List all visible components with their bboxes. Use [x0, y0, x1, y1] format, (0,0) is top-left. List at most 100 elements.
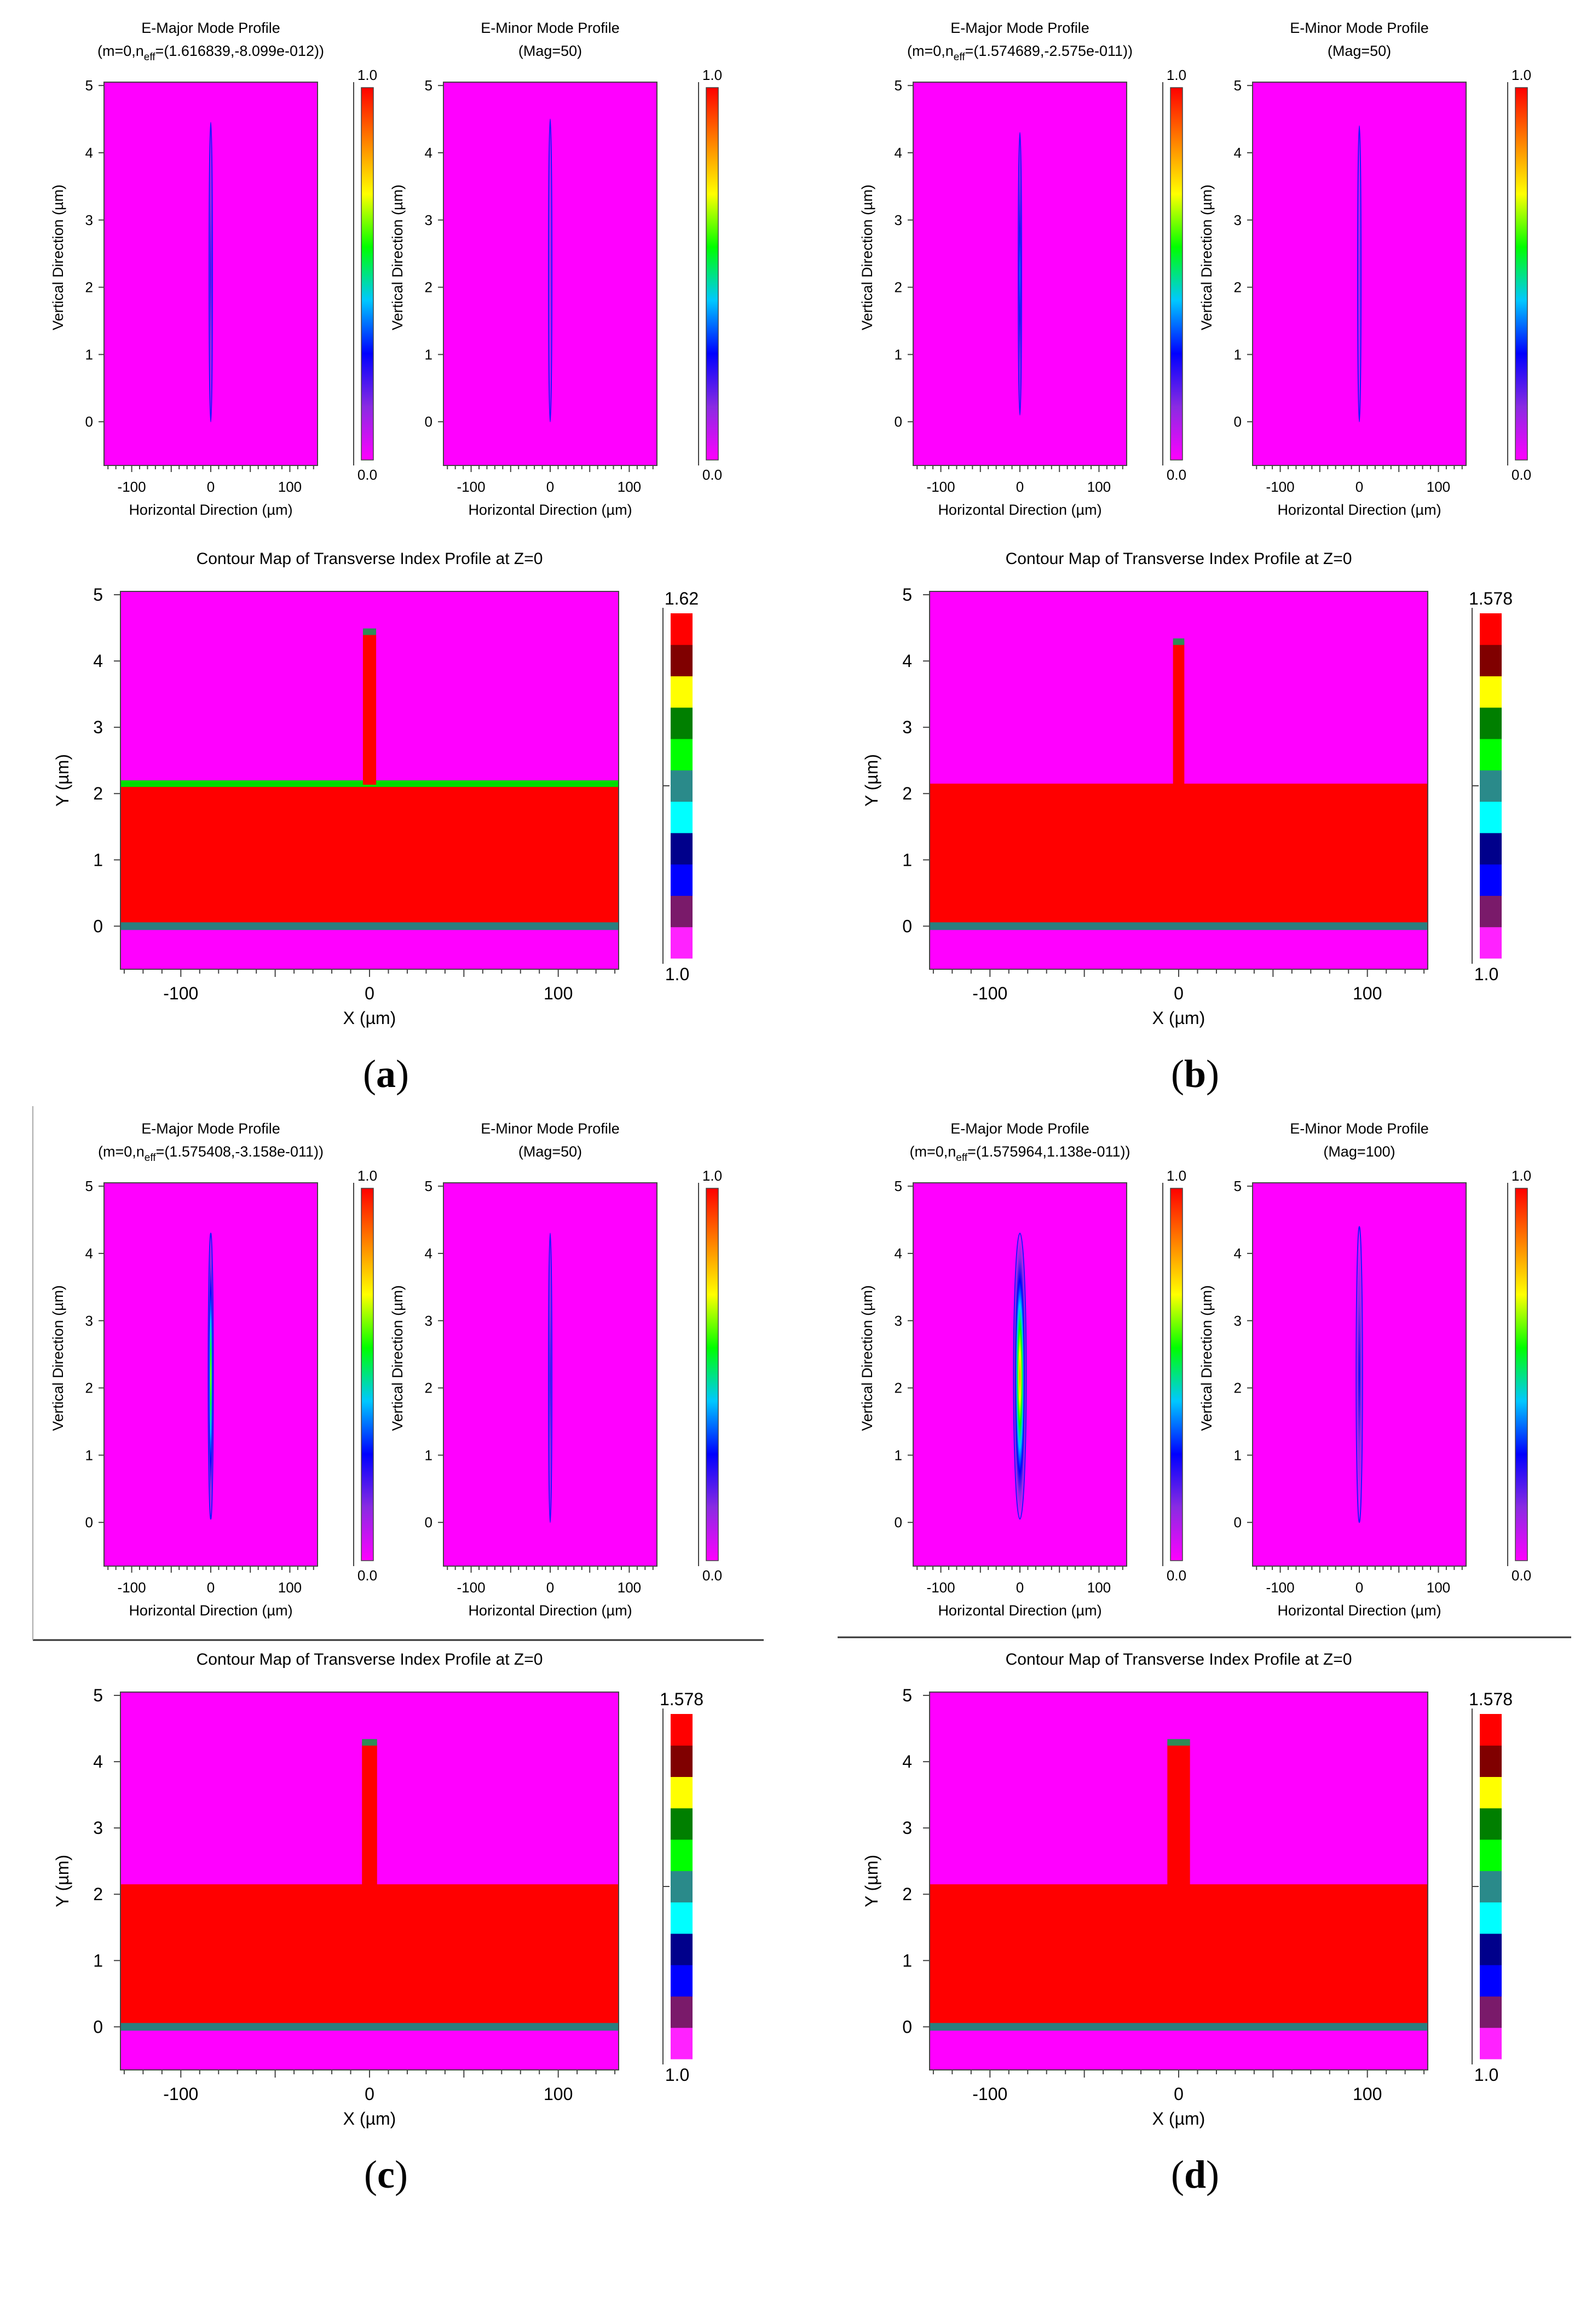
e-minor-title: E-Minor Mode Profile — [481, 1120, 620, 1137]
contour-slab — [930, 1884, 1428, 2027]
e-major-y-tick-label: 2 — [85, 1380, 93, 1396]
e-major-x-tick-label: 100 — [1087, 1579, 1111, 1596]
contour-x-tick-label: 100 — [544, 983, 573, 1003]
e-minor-x-tick-label: 100 — [1427, 479, 1450, 495]
contour-colorbar-step — [671, 676, 693, 708]
contour-y-tick-label: 5 — [93, 1686, 103, 1705]
contour-rib — [362, 1741, 377, 1886]
panel-d: E-Major Mode Profile (m=0,neff=(1.575964,… — [859, 1120, 1531, 2196]
e-minor-xlabel: Horizontal Direction (µm) — [468, 1602, 632, 1619]
e-minor-y-tick-label: 4 — [425, 1245, 432, 1262]
contour-colorbar-step — [1480, 2027, 1502, 2060]
contour-slab — [120, 1884, 619, 2027]
contour-rib — [362, 631, 377, 785]
contour-colorbar-min: 1.0 — [665, 2065, 689, 2085]
e-minor-y-tick-label: 2 — [1234, 1380, 1242, 1396]
e-minor-y-tick-label: 0 — [425, 413, 432, 430]
e-major-x-tick-label: -100 — [927, 1579, 955, 1596]
e-minor-y-tick-label: 5 — [1234, 1178, 1242, 1194]
e-major-y-tick-label: 4 — [895, 145, 902, 161]
e-minor-colorbar — [706, 87, 719, 461]
contour-x-tick-label: -100 — [972, 983, 1007, 1003]
contour-colorbar-step — [1480, 1871, 1502, 1903]
e-minor-x-tick-label: 0 — [546, 479, 554, 495]
e-minor-y-tick-label: 1 — [1234, 1447, 1242, 1463]
contour-title: Contour Map of Transverse Index Profile … — [197, 550, 543, 568]
contour-y-tick-label: 2 — [902, 1884, 912, 1904]
e-major-x-tick-label: -100 — [118, 1579, 146, 1596]
e-major-y-tick-label: 1 — [895, 1447, 902, 1463]
contour-colorbar-step — [671, 1839, 693, 1871]
contour-colorbar-step — [671, 1776, 693, 1809]
contour-colorbar-step — [1480, 927, 1502, 959]
e-minor-plot: E-Minor Mode Profile (Mag=50) 0 1 2 3 4 5 -100 0 1… — [389, 1120, 722, 1619]
e-major-y-tick-label: 3 — [895, 212, 902, 228]
contour-y-tick-label: 4 — [93, 651, 103, 671]
contour-colorbar-step — [671, 1714, 693, 1746]
e-major-y-tick-label: 5 — [85, 77, 93, 94]
e-minor-colorbar — [1515, 87, 1528, 461]
e-major-x-tick-label: 0 — [207, 1579, 215, 1596]
contour-y-tick-label: 1 — [93, 1951, 103, 1970]
e-minor-y-tick-label: 0 — [425, 1514, 432, 1531]
e-major-y-tick-label: 4 — [85, 145, 93, 161]
e-major-colorbar-max: 1.0 — [1167, 67, 1186, 83]
panel-label: (b) — [1171, 1052, 1219, 1096]
contour-y-tick-label: 0 — [93, 2017, 103, 2037]
e-minor-y-tick-label: 2 — [425, 279, 432, 296]
contour-colorbar-step — [671, 895, 693, 928]
e-minor-y-tick-label: 4 — [425, 145, 432, 161]
contour-y-tick-label: 4 — [902, 1752, 912, 1771]
e-minor-y-tick-label: 3 — [425, 1313, 432, 1329]
contour-title: Contour Map of Transverse Index Profile … — [1006, 550, 1352, 568]
e-minor-mode-shape — [548, 118, 552, 423]
contour-colorbar-step — [1480, 645, 1502, 677]
contour-colorbar-step — [1480, 1776, 1502, 1809]
contour-colorbar-max: 1.578 — [1469, 589, 1513, 608]
e-minor-y-tick-label: 4 — [1234, 145, 1242, 161]
contour-rib-cap — [1167, 1739, 1190, 1746]
contour-title: Contour Map of Transverse Index Profile … — [1006, 1650, 1352, 1669]
e-major-colorbar — [361, 1188, 374, 1561]
e-major-plot: E-Major Mode Profile (m=0,neff=(1.616839,… — [50, 20, 377, 518]
e-major-colorbar — [1170, 87, 1183, 461]
contour-colorbar-step — [671, 739, 693, 770]
e-minor-y-tick-label: 2 — [1234, 279, 1242, 296]
e-minor-subtitle: (Mag=50) — [518, 1143, 582, 1160]
e-major-y-tick-label: 0 — [85, 1514, 93, 1531]
contour-x-tick-label: 0 — [1174, 983, 1184, 1003]
contour-colorbar-min: 1.0 — [1474, 964, 1498, 984]
e-minor-y-tick-label: 1 — [425, 1447, 432, 1463]
contour-colorbar-step — [1480, 1745, 1502, 1777]
contour-colorbar-step — [671, 1745, 693, 1777]
e-minor-title: E-Minor Mode Profile — [481, 20, 620, 36]
e-major-y-tick-label: 2 — [895, 279, 902, 296]
contour-colorbar-step — [1480, 864, 1502, 896]
e-minor-x-tick-label: 100 — [618, 1579, 641, 1596]
e-major-x-tick-label: 0 — [1016, 479, 1024, 495]
e-minor-plot: E-Minor Mode Profile (Mag=100) 0 1 2 3 4 5 -100 0… — [1198, 1120, 1531, 1619]
e-major-subtitle: (m=0,neff=(1.575964,1.138e-011)) — [909, 1143, 1130, 1164]
contour-colorbar-step — [1480, 832, 1502, 865]
contour-xlabel: X (µm) — [343, 1008, 396, 1028]
e-major-x-tick-label: -100 — [927, 479, 955, 495]
contour-colorbar-step — [671, 1902, 693, 1934]
e-minor-subtitle: (Mag=50) — [1328, 43, 1391, 59]
e-minor-y-tick-label: 2 — [425, 1380, 432, 1396]
contour-y-tick-label: 4 — [902, 651, 912, 671]
e-major-colorbar-min: 0.0 — [357, 1567, 377, 1584]
e-major-y-tick-label: 1 — [895, 346, 902, 363]
e-minor-xlabel: Horizontal Direction (µm) — [468, 502, 632, 518]
e-major-ylabel: Vertical Direction (µm) — [859, 185, 875, 330]
e-minor-colorbar-min: 0.0 — [1512, 467, 1531, 483]
e-major-x-tick-label: 100 — [1087, 479, 1111, 495]
e-minor-x-tick-label: -100 — [1266, 1579, 1295, 1596]
contour-y-tick-label: 2 — [93, 1884, 103, 1904]
contour-xlabel: X (µm) — [343, 2109, 396, 2129]
contour-plot: Contour Map of Transverse Index Profile … — [53, 1650, 703, 2129]
e-minor-colorbar — [1515, 1188, 1528, 1561]
contour-rib-cap — [362, 628, 377, 635]
e-minor-x-tick-label: 0 — [1355, 1579, 1363, 1596]
contour-colorbar-step — [671, 707, 693, 739]
e-major-colorbar — [361, 87, 374, 461]
